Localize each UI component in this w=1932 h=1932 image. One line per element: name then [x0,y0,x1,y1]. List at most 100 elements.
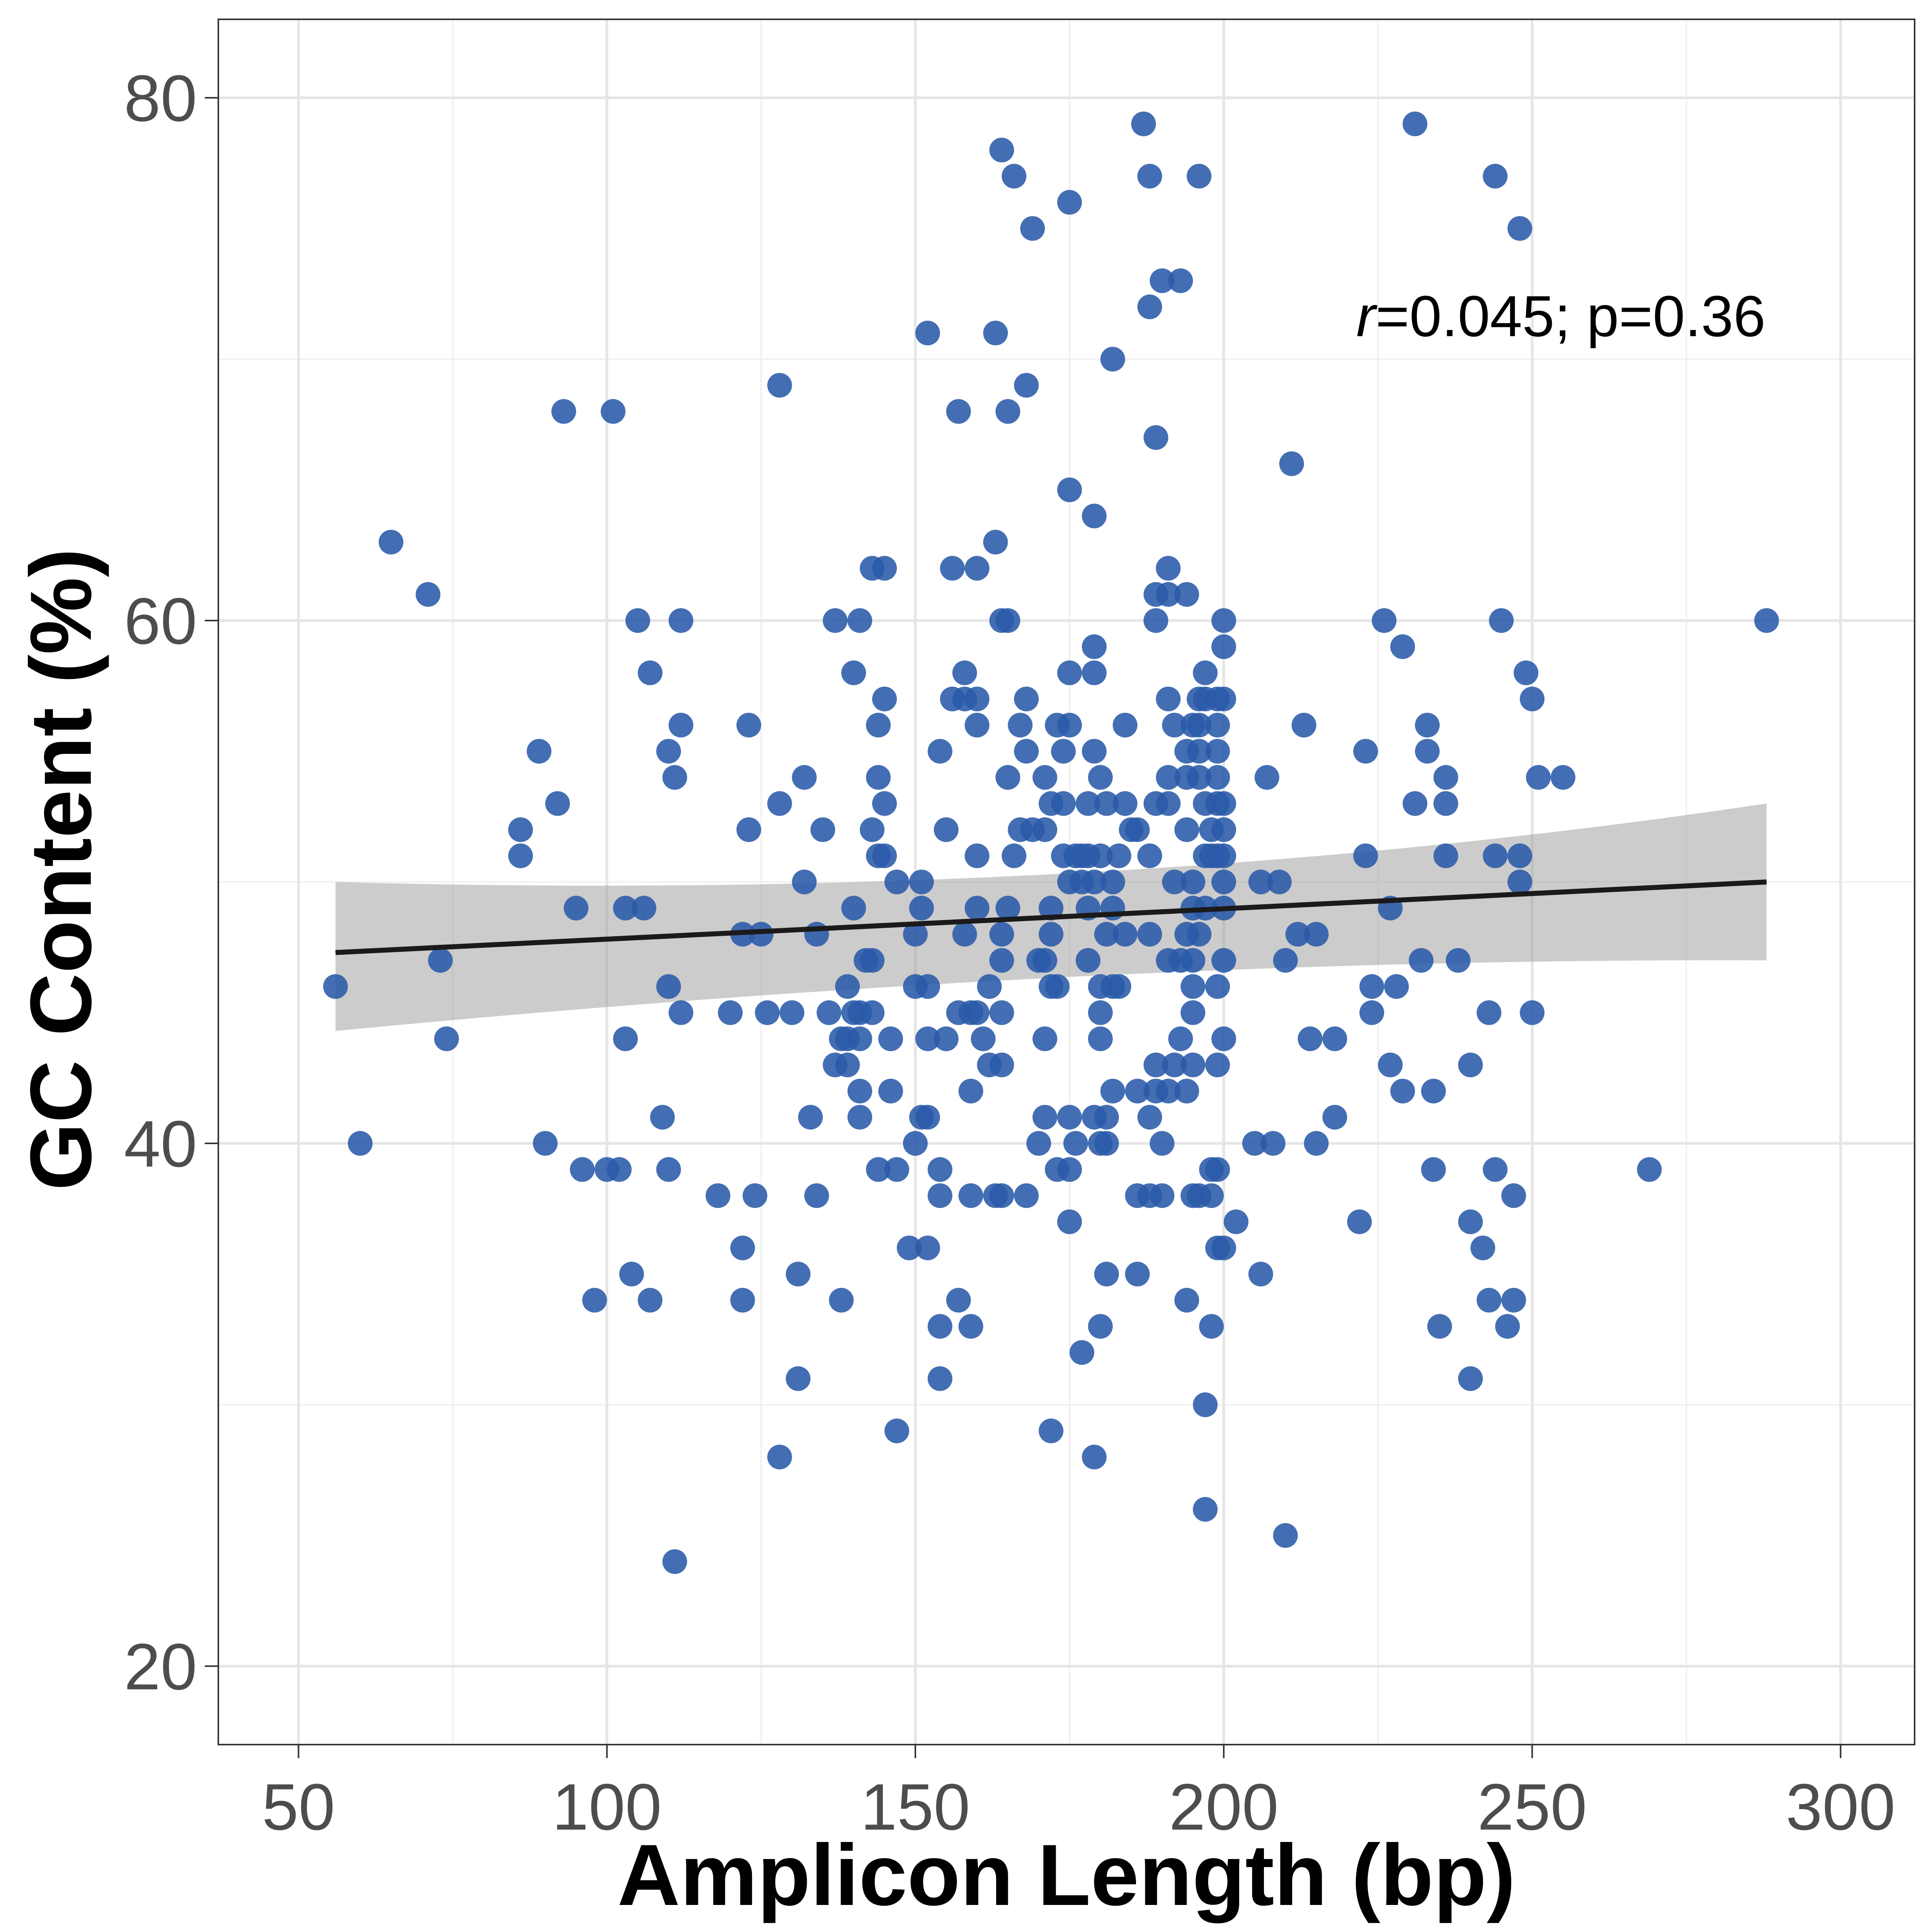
data-point [1501,1287,1526,1313]
data-point [1211,634,1236,659]
data-point [656,974,681,999]
regression-line-group [335,879,1767,955]
data-point [792,765,817,790]
data-point [989,138,1014,163]
data-point [1088,1000,1113,1025]
data-point [977,974,1002,999]
data-point [927,1366,952,1391]
data-point [940,556,965,581]
data-point [1150,1131,1175,1156]
data-point [1051,739,1076,764]
data-point [1378,1053,1403,1078]
data-point [1014,373,1039,398]
x-tick-label: 50 [262,1770,335,1844]
data-point [1193,1497,1218,1522]
data-point [1125,1262,1150,1287]
data-point [662,765,687,790]
x-tick-label: 250 [1477,1770,1587,1844]
data-point [989,1000,1014,1025]
data-point [1082,739,1107,764]
data-point [1489,608,1514,633]
data-point [1242,1131,1267,1156]
data-point [1020,216,1045,241]
data-point [884,869,909,895]
data-point [1187,739,1212,764]
data-point [1168,1026,1193,1051]
data-point [1273,948,1298,973]
data-point [1143,1053,1168,1078]
data-point [989,922,1014,947]
data-point [1094,1262,1119,1287]
x-tick-label: 150 [861,1770,970,1844]
data-point [964,713,990,738]
data-point [1088,765,1113,790]
data-point [1415,739,1440,764]
data-point [958,1314,983,1339]
data-point [989,948,1014,973]
data-point [706,1183,731,1208]
data-point [1446,948,1471,973]
data-point [1260,1131,1286,1156]
data-point [1168,268,1193,293]
data-point [841,660,866,685]
data-point [829,1287,854,1313]
data-point [1322,1105,1347,1130]
data-point [1180,1000,1206,1025]
data-point [964,556,990,581]
data-point [896,1235,922,1260]
data-point [668,713,694,738]
data-point [1008,713,1033,738]
data-point [1112,791,1138,816]
data-point [1180,1053,1206,1078]
data-point [582,1287,607,1313]
data-point [1162,869,1187,895]
data-point [946,1287,971,1313]
data-point [650,1105,675,1130]
annotation-r-symbol: r [1356,284,1378,349]
data-point [1156,765,1181,790]
data-point [1075,791,1100,816]
data-point [1224,1209,1248,1234]
data-point [1039,1418,1064,1444]
data-point [662,1549,687,1574]
data-point [1402,111,1427,136]
data-point [915,1235,940,1260]
data-point [1088,843,1113,868]
data-point [1211,1026,1236,1051]
data-point [1156,582,1181,607]
data-point [835,974,860,999]
data-point [1100,1078,1125,1104]
data-point [835,1053,860,1078]
data-point [884,1157,909,1182]
data-point [1014,1183,1039,1208]
data-point [551,399,576,424]
data-point [415,582,440,607]
data-point [1094,791,1119,816]
data-point [1211,791,1236,816]
data-point [1483,163,1508,189]
data-point [1483,843,1508,868]
data-point [600,399,626,424]
data-point [779,1000,804,1025]
data-point [964,896,990,921]
data-point [934,1026,959,1051]
data-point [786,1262,811,1287]
data-point [570,1157,595,1182]
data-point [668,608,694,633]
data-point [927,1157,952,1182]
data-point [1187,922,1212,947]
data-point [563,896,588,921]
data-point [1162,713,1187,738]
data-point [1057,1105,1082,1130]
data-point [619,1262,644,1287]
data-point [1520,686,1545,711]
data-point [1507,216,1532,241]
data-point [1372,608,1397,633]
data-point [847,608,872,633]
data-point [613,1026,638,1051]
data-point [1088,1026,1113,1051]
data-point [1106,974,1131,999]
data-point [736,817,761,842]
data-point [989,1183,1014,1208]
